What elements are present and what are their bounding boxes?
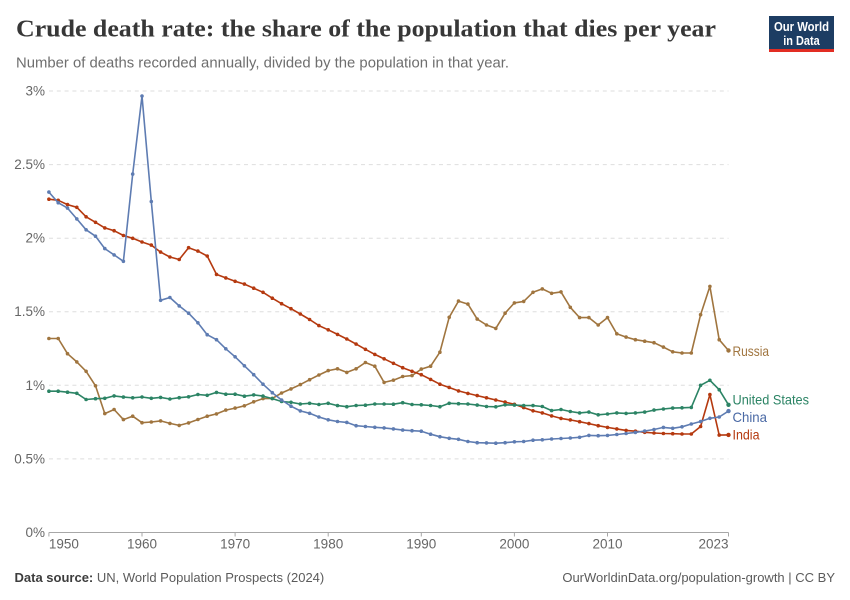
svg-text:Crude death rate: the share of: Crude death rate: the share of the popul… (16, 16, 716, 43)
svg-text:2010: 2010 (592, 536, 622, 551)
svg-text:OurWorldinData.org/population-: OurWorldinData.org/population-growth | C… (562, 570, 835, 585)
svg-text:1980: 1980 (313, 536, 343, 551)
svg-text:Data source: UN, World Populat: Data source: UN, World Population Prospe… (15, 570, 325, 585)
svg-text:Number of deaths recorded annu: Number of deaths recorded annually, divi… (16, 56, 509, 72)
svg-text:China: China (733, 409, 768, 425)
svg-text:1960: 1960 (127, 536, 157, 551)
svg-text:1%: 1% (25, 378, 45, 393)
svg-text:3%: 3% (25, 84, 45, 99)
svg-text:United States: United States (733, 392, 810, 408)
svg-text:1950: 1950 (49, 536, 79, 551)
svg-text:in Data: in Data (783, 34, 820, 48)
svg-text:1990: 1990 (406, 536, 436, 551)
svg-text:1970: 1970 (220, 536, 250, 551)
svg-text:2.5%: 2.5% (14, 157, 45, 172)
svg-text:1.5%: 1.5% (14, 304, 45, 319)
svg-text:India: India (733, 427, 760, 443)
svg-text:Our World: Our World (774, 20, 829, 34)
svg-text:0%: 0% (25, 525, 45, 540)
svg-text:Russia: Russia (733, 343, 770, 359)
svg-text:2000: 2000 (499, 536, 529, 551)
svg-text:0.5%: 0.5% (14, 451, 45, 466)
svg-text:2%: 2% (25, 231, 45, 246)
svg-text:2023: 2023 (698, 536, 728, 551)
